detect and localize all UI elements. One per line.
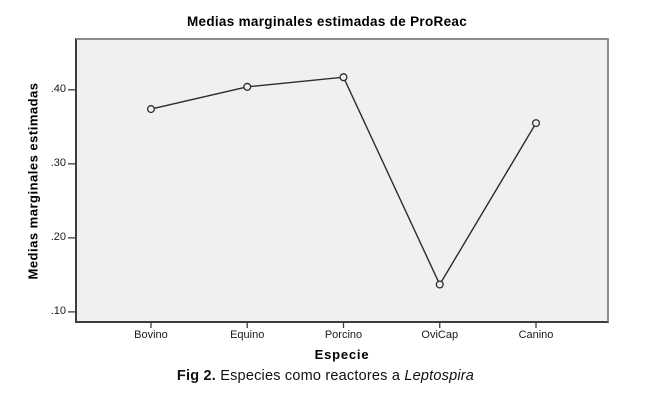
caption-species-name: Leptospira xyxy=(404,368,475,384)
x-tick-label: Canino xyxy=(518,329,554,341)
caption-fig-label: Fig 2. xyxy=(176,368,216,384)
x-tick-label: Bovino xyxy=(134,329,168,341)
chart-title: Medias marginales estimadas de ProReac xyxy=(186,14,468,29)
x-tick-label: OviCap xyxy=(421,329,459,341)
y-tick-label: .30 xyxy=(50,156,66,169)
y-tick-label: .10 xyxy=(50,304,66,317)
y-tick-label: .20 xyxy=(50,230,66,243)
caption-text: Especies como reactores a xyxy=(216,368,405,384)
y-tick-label: .40 xyxy=(50,82,66,95)
x-axis-title: Especie xyxy=(314,347,370,362)
x-tick-label: Porcino xyxy=(324,329,363,341)
x-tick-label: Equino xyxy=(230,329,265,341)
figure-caption: Fig 2. Especies como reactores a Leptosp… xyxy=(0,368,651,384)
y-axis-title: Medias marginales estimadas xyxy=(25,82,41,280)
